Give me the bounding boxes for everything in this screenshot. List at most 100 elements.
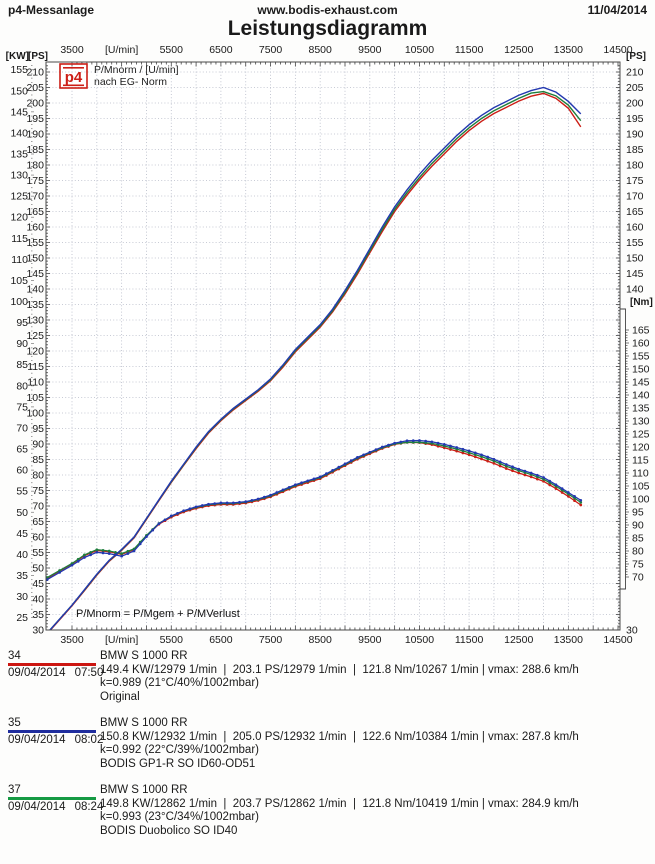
kw-left-label: 60 xyxy=(16,465,28,477)
run-list: 34 09/04/2014 07:50 BMW S 1000 RR 149.4 K… xyxy=(0,650,655,851)
ps-left-label: 90 xyxy=(32,439,44,451)
x-tick-label-top: 13500 xyxy=(554,44,583,56)
run-date: 09/04/2014 xyxy=(8,800,66,813)
ps-left-label: 130 xyxy=(26,315,44,327)
run-model: BMW S 1000 RR xyxy=(100,717,188,729)
run-model: BMW S 1000 RR xyxy=(100,784,188,796)
ps-left-label: 110 xyxy=(27,377,44,389)
kw-left-label: 50 xyxy=(16,507,28,519)
run-exhaust-name: BODIS GP1-R SO ID60-OD51 xyxy=(100,757,256,770)
kw-left-label: 130 xyxy=(10,170,28,182)
run-color-underline xyxy=(8,730,96,733)
ps-right-label: 190 xyxy=(626,129,644,141)
torque-dots-35 xyxy=(46,439,583,581)
x-tick-label-top: 14500 xyxy=(603,44,632,56)
nm-label: 165 xyxy=(632,325,650,337)
ps-right-label: 145 xyxy=(626,268,644,280)
ps-right-label: 200 xyxy=(626,98,644,110)
left-kw-unit: [KW] xyxy=(6,51,29,62)
x-tick-label-bottom: 10500 xyxy=(405,634,434,646)
kw-left-label: 110 xyxy=(11,254,28,266)
x-tick-label-top: 8500 xyxy=(309,44,333,56)
ps-left-label: 145 xyxy=(26,268,44,280)
ps-left-label: 100 xyxy=(26,408,44,420)
kw-left-label: 105 xyxy=(10,275,28,287)
x-tick-label-bottom: 3500 xyxy=(60,634,84,646)
ps-left-label: 125 xyxy=(26,330,44,342)
run-time: 08:02 xyxy=(74,733,104,746)
nm-label: 120 xyxy=(632,442,650,454)
ps-left-label: 60 xyxy=(32,532,44,544)
run-entry-34: 34 09/04/2014 07:50 BMW S 1000 RR 149.4 K… xyxy=(0,650,655,704)
kw-left-label: 55 xyxy=(16,486,28,498)
nm-label: 115 xyxy=(632,455,649,467)
ps-right-label: 205 xyxy=(626,82,644,94)
kw-left-label: 40 xyxy=(16,549,28,561)
x-tick-label-bottom: 6500 xyxy=(209,634,233,646)
ps-left-label: 210 xyxy=(26,67,44,79)
legend-line2: nach EG- Norm xyxy=(94,76,167,88)
kw-left-label: 25 xyxy=(16,612,28,624)
kw-left-label: 35 xyxy=(16,570,28,582)
kw-left-label: 100 xyxy=(10,296,28,308)
ps-left-label: 180 xyxy=(26,160,44,172)
run-entry-37: 37 09/04/2014 08:24 BMW S 1000 RR 149.8 K… xyxy=(0,784,655,838)
run-exhaust-name: Original xyxy=(100,690,140,703)
nm-label: 150 xyxy=(632,364,650,376)
run-number: 34 xyxy=(8,650,21,662)
ps-left-label: 65 xyxy=(32,516,44,528)
ps-right-label: 170 xyxy=(626,191,644,203)
ps-left-label: 190 xyxy=(26,129,44,141)
x-tick-label-bottom: 9500 xyxy=(358,634,382,646)
website-url: www.bodis-exhaust.com xyxy=(257,3,398,17)
ps-right-label: 165 xyxy=(626,206,644,218)
kw-left-label: 140 xyxy=(10,127,28,139)
x-tick-label-bottom: 7500 xyxy=(259,634,283,646)
x-tick-label-bottom: 8500 xyxy=(309,634,333,646)
ps-right-label: 150 xyxy=(626,253,644,265)
x-tick-label-top: 5500 xyxy=(160,44,184,56)
nm-label: 90 xyxy=(632,520,644,532)
x-tick-label-bottom: 12500 xyxy=(504,634,533,646)
run-number: 35 xyxy=(8,717,21,729)
x-tick-label-top: 6500 xyxy=(209,44,233,56)
left-ps-unit: [PS] xyxy=(28,51,48,62)
ps-right-label: 195 xyxy=(626,113,644,125)
axis-ticks xyxy=(46,62,620,631)
kw-left-label: 145 xyxy=(10,106,28,118)
ps-right-label: 160 xyxy=(626,222,644,234)
ps-left-label: 105 xyxy=(26,392,44,404)
ps-left-label: 165 xyxy=(26,206,44,218)
ps-left-label: 155 xyxy=(26,237,44,249)
run-correction: k=0.993 (23°C/34%/1002mbar) xyxy=(100,811,259,823)
ps-right-label: 185 xyxy=(626,144,644,156)
right-nm-unit: [Nm] xyxy=(630,297,653,308)
nm-label: 110 xyxy=(632,468,649,480)
page-title: Leistungsdiagramm xyxy=(227,17,428,40)
ps-left-label: 160 xyxy=(26,222,44,234)
run-date: 09/04/2014 xyxy=(8,666,66,679)
run-time: 08:24 xyxy=(74,800,104,813)
kw-left-label: 95 xyxy=(16,317,28,329)
nm-label: 130 xyxy=(632,416,650,428)
ps-left-label: 120 xyxy=(26,346,44,358)
x-tick-label-top: 12500 xyxy=(504,44,533,56)
p4-logo xyxy=(59,63,88,89)
ps-left-label: 150 xyxy=(26,253,44,265)
ps-left-label: 75 xyxy=(32,485,44,497)
nm-label: 155 xyxy=(632,351,650,363)
ps-right-label: 140 xyxy=(626,284,644,296)
run-stats: 149.4 KW/12979 1/min | 203.1 PS/12979 1/… xyxy=(100,663,579,676)
kw-left-label: 155 xyxy=(10,64,28,76)
run-datetime: 09/04/2014 08:24 xyxy=(8,800,103,814)
run-color-underline xyxy=(8,797,96,800)
run-correction: k=0.992 (22°C/39%/1002mbar) xyxy=(100,744,259,756)
run-stats: 150.8 KW/12932 1/min | 205.0 PS/12932 1/… xyxy=(100,730,579,743)
kw-left-label: 125 xyxy=(10,191,28,203)
ps-left-label: 185 xyxy=(26,144,44,156)
x-tick-label-top: 10500 xyxy=(405,44,434,56)
kw-left-label: 120 xyxy=(10,212,28,224)
ps-left-label: 80 xyxy=(32,470,44,482)
run-number: 37 xyxy=(8,784,21,796)
dyno-chart: 3500 3500 [U/min] [U/min] 5500 5500 6500 6500 75… xyxy=(6,44,653,646)
